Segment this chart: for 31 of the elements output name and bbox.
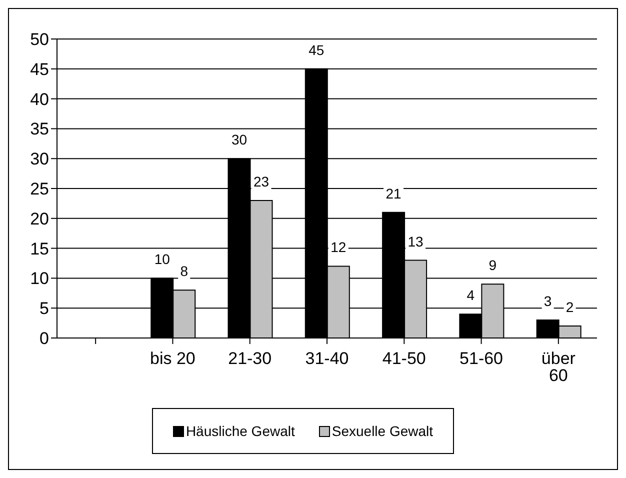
data-label: 23 (253, 173, 270, 190)
x-tick-label: 21-30 (228, 349, 272, 368)
y-tick-label: 40 (30, 90, 49, 109)
y-tick-label: 50 (30, 30, 49, 50)
data-label: 21 (386, 185, 402, 202)
legend-label: Häusliche Gewalt (184, 423, 295, 439)
legend-label: Sexuelle Gewalt (330, 423, 434, 439)
y-tick-label: 25 (30, 180, 49, 199)
data-label: 8 (180, 263, 188, 280)
x-tick-label: 31-40 (305, 349, 349, 368)
x-tick-label: bis 20 (150, 349, 196, 368)
y-tick-label: 0 (40, 329, 49, 348)
data-label: 3 (544, 293, 552, 310)
x-tick-label: 51-60 (460, 349, 504, 368)
data-label: 12 (330, 239, 346, 256)
y-tick-label: 20 (30, 209, 49, 228)
data-label: 4 (466, 287, 475, 304)
data-label: 30 (231, 132, 248, 148)
y-tick-label: 15 (30, 239, 49, 258)
y-tick-label: 35 (30, 120, 49, 139)
data-label: 9 (488, 257, 497, 274)
data-label: 2 (566, 299, 574, 316)
data-label: 10 (154, 251, 170, 268)
y-tick-label: 30 (30, 150, 49, 169)
x-tick-label: über 60 (541, 349, 576, 386)
x-tick-label: 41-50 (382, 349, 426, 368)
data-label: 45 (308, 42, 324, 58)
y-tick-label: 5 (40, 299, 49, 318)
y-tick-label: 45 (30, 60, 49, 79)
data-label: 13 (408, 233, 424, 250)
y-tick-label: 10 (30, 269, 49, 288)
